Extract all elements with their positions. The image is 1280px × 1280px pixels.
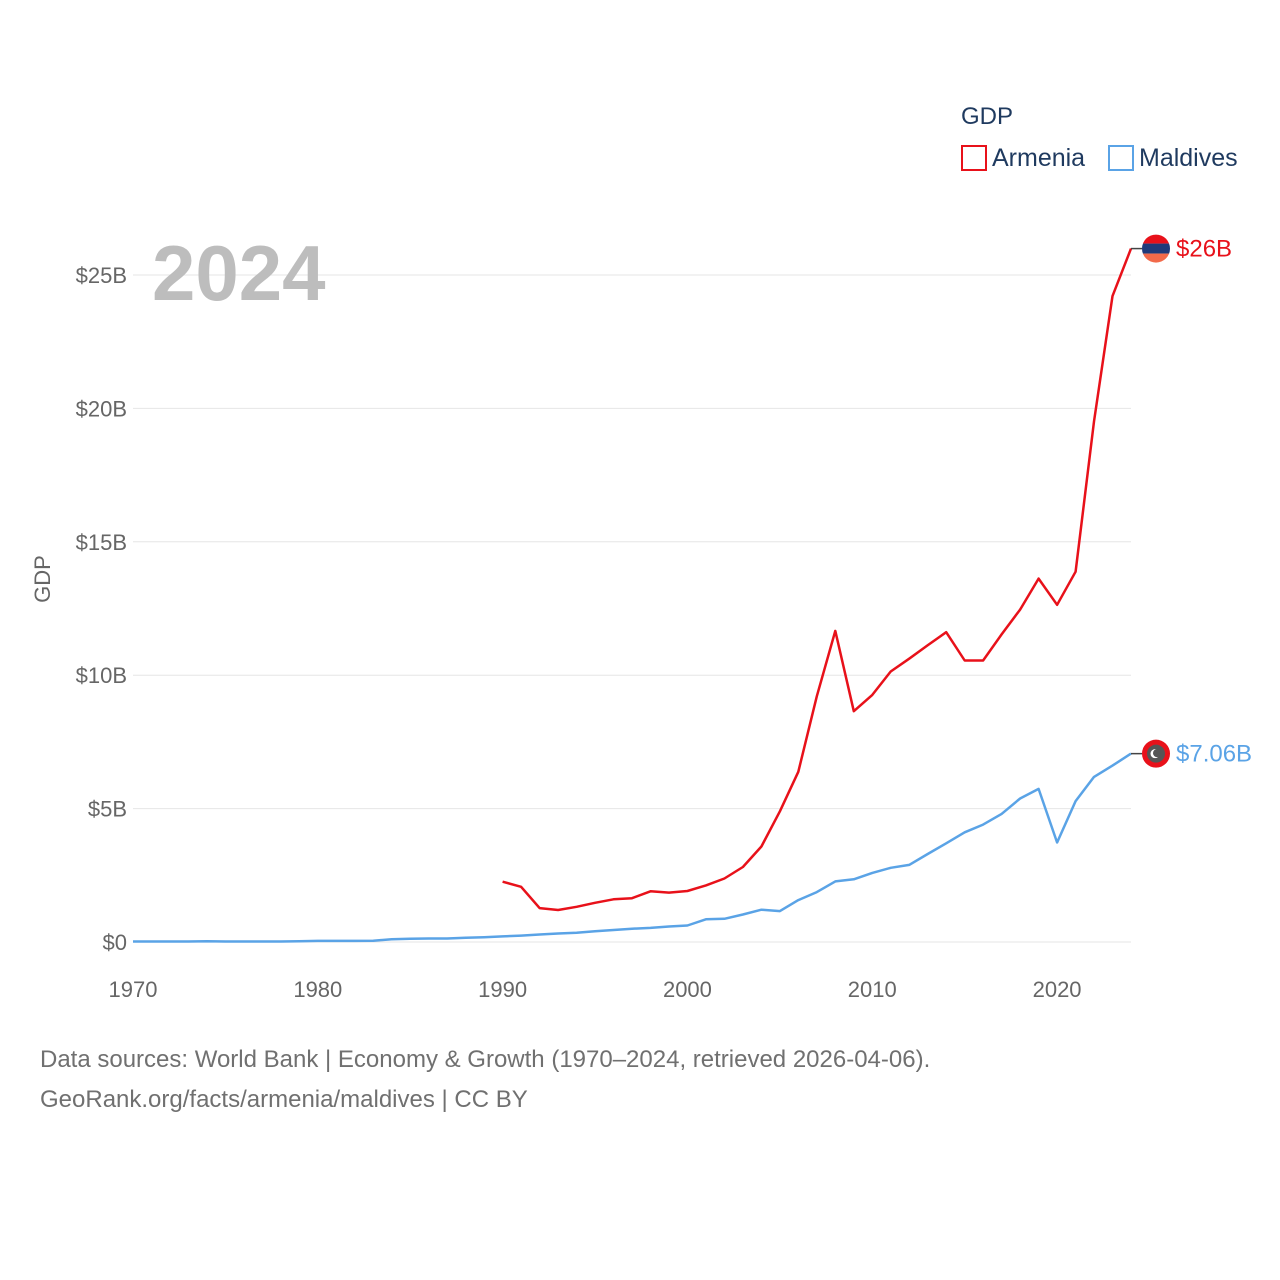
maldives-flag-icon bbox=[1142, 739, 1170, 768]
end-value-label-maldives: $7.06B bbox=[1176, 741, 1252, 768]
x-axis-ticks: 1970 1980 1990 2000 2010 2020 bbox=[109, 977, 1082, 1002]
gridlines bbox=[133, 274, 1131, 943]
legend-item-maldives[interactable]: Maldives bbox=[1108, 144, 1238, 172]
y-tick-label: $15B bbox=[76, 530, 127, 555]
x-tick-label: 2010 bbox=[848, 977, 897, 1002]
source-line-1: Data sources: World Bank | Economy & Gro… bbox=[40, 1046, 931, 1073]
legend-swatch-maldives bbox=[1108, 145, 1134, 171]
year-label: 2024 bbox=[152, 229, 326, 317]
series-line-armenia[interactable] bbox=[502, 248, 1133, 912]
series-lines bbox=[133, 248, 1133, 943]
x-tick-label: 1990 bbox=[478, 977, 527, 1002]
x-tick-label: 1980 bbox=[293, 977, 342, 1002]
legend-label-maldives: Maldives bbox=[1139, 144, 1238, 172]
y-tick-label: $25B bbox=[76, 263, 127, 288]
y-tick-label: $10B bbox=[76, 663, 127, 688]
x-tick-label: 1970 bbox=[109, 977, 158, 1002]
legend-swatch-armenia bbox=[961, 145, 987, 171]
y-tick-label: $0 bbox=[103, 930, 127, 955]
legend-item-armenia[interactable]: Armenia bbox=[961, 144, 1085, 172]
x-tick-label: 2000 bbox=[663, 977, 712, 1002]
armenia-flag-icon bbox=[1142, 234, 1170, 263]
y-tick-label: $5B bbox=[88, 797, 127, 822]
y-axis-label: GDP bbox=[30, 555, 55, 603]
end-markers: $26B $7.06B bbox=[1131, 234, 1252, 768]
source-note: Data sources: World Bank | Economy & Gro… bbox=[40, 1040, 930, 1120]
source-line-2[interactable]: GeoRank.org/facts/armenia/maldives | CC … bbox=[40, 1086, 528, 1113]
end-value-label-armenia: $26B bbox=[1176, 236, 1232, 263]
y-axis-ticks: $0 $5B $10B $15B $20B $25B bbox=[76, 263, 127, 955]
series-line-maldives[interactable] bbox=[133, 752, 1132, 943]
y-tick-label: $20B bbox=[76, 396, 127, 421]
legend-label-armenia: Armenia bbox=[992, 144, 1085, 172]
x-tick-label: 2020 bbox=[1033, 977, 1082, 1002]
legend-title: GDP bbox=[961, 103, 1013, 130]
